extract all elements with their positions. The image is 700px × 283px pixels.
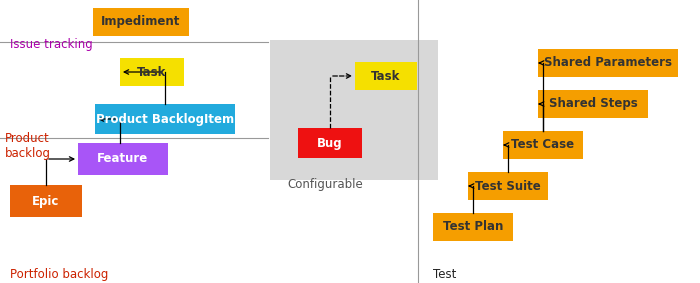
Text: Feature: Feature [97,153,148,166]
Bar [538,49,678,77]
Bar [270,40,438,180]
Bar [120,58,184,86]
Text: Issue tracking: Issue tracking [10,38,92,51]
Text: Product BacklogItem: Product BacklogItem [96,113,234,125]
Text: Test Suite: Test Suite [475,179,541,192]
Text: Bug: Bug [317,136,343,149]
Text: Test Plan: Test Plan [443,220,503,233]
Text: Epic: Epic [32,194,60,207]
Text: Portfolio backlog: Portfolio backlog [10,268,108,281]
Bar [538,90,648,118]
Text: Test: Test [433,268,456,281]
Bar [78,143,168,175]
Text: Task: Task [137,65,167,78]
Bar [298,128,362,158]
Text: Impediment: Impediment [102,16,181,29]
Text: Task: Task [371,70,400,83]
Text: Configurable: Configurable [287,178,363,191]
Text: Test Case: Test Case [512,138,575,151]
Text: Shared Parameters: Shared Parameters [544,57,672,70]
Bar [93,8,189,36]
Bar [503,131,583,159]
Bar [468,172,548,200]
Bar [95,104,235,134]
Bar [355,62,417,90]
Bar [433,213,513,241]
Text: Product
backlog: Product backlog [5,132,51,160]
Text: Shared Steps: Shared Steps [549,98,638,110]
Bar [10,185,82,217]
